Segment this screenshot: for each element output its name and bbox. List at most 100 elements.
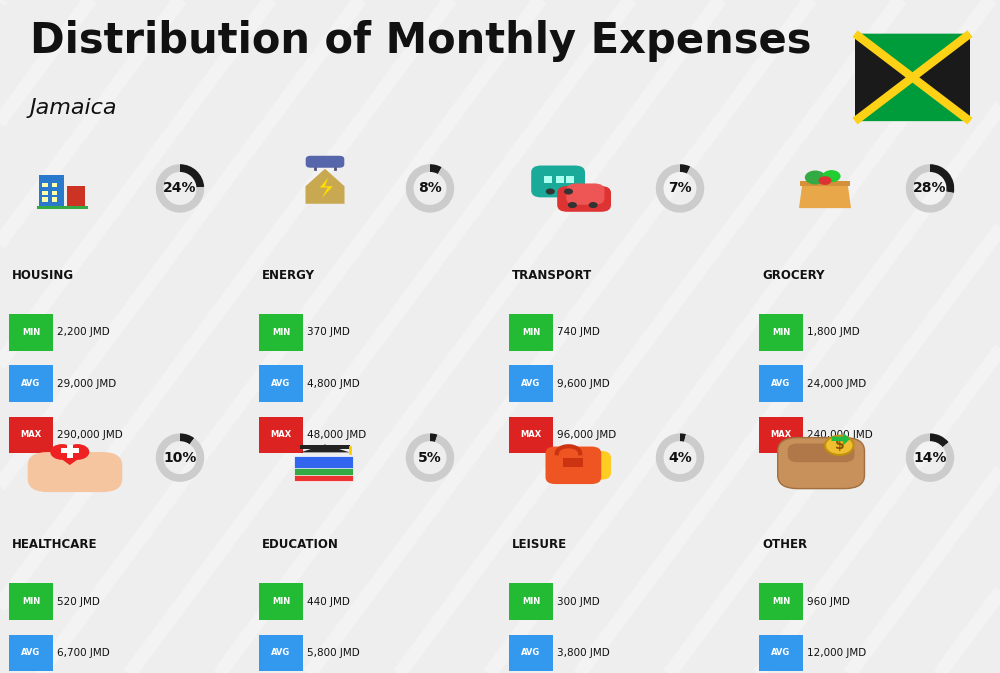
Text: GROCERY: GROCERY	[762, 269, 824, 282]
FancyBboxPatch shape	[294, 468, 353, 481]
Text: 8%: 8%	[418, 182, 442, 195]
Text: 1,800 JMD: 1,800 JMD	[807, 328, 860, 337]
Wedge shape	[680, 164, 690, 174]
Circle shape	[568, 202, 577, 208]
FancyBboxPatch shape	[788, 444, 854, 462]
Polygon shape	[799, 184, 851, 208]
FancyBboxPatch shape	[566, 184, 604, 205]
Text: 29,000 JMD: 29,000 JMD	[57, 379, 116, 388]
Wedge shape	[656, 164, 704, 213]
Polygon shape	[320, 178, 333, 198]
Wedge shape	[930, 433, 949, 447]
FancyBboxPatch shape	[306, 155, 344, 168]
FancyBboxPatch shape	[509, 417, 553, 453]
Text: MAX: MAX	[520, 430, 542, 439]
Text: AVG: AVG	[521, 379, 541, 388]
Text: MAX: MAX	[770, 430, 792, 439]
Wedge shape	[180, 164, 204, 187]
Text: Distribution of Monthly Expenses: Distribution of Monthly Expenses	[30, 20, 812, 62]
Text: 290,000 JMD: 290,000 JMD	[57, 430, 123, 439]
Circle shape	[589, 202, 598, 208]
Text: Jamaica: Jamaica	[30, 98, 118, 118]
Wedge shape	[156, 164, 204, 213]
Text: 9,600 JMD: 9,600 JMD	[557, 379, 610, 388]
FancyBboxPatch shape	[37, 207, 88, 209]
Text: 240,000 JMD: 240,000 JMD	[807, 430, 873, 439]
Wedge shape	[656, 433, 704, 482]
FancyBboxPatch shape	[42, 183, 48, 187]
Wedge shape	[156, 433, 204, 482]
FancyBboxPatch shape	[759, 314, 803, 351]
Wedge shape	[406, 433, 454, 482]
Text: 10%: 10%	[163, 451, 197, 464]
Circle shape	[564, 188, 573, 194]
Text: 440 JMD: 440 JMD	[307, 597, 350, 606]
FancyBboxPatch shape	[259, 365, 303, 402]
FancyBboxPatch shape	[759, 583, 803, 620]
FancyBboxPatch shape	[509, 314, 553, 351]
FancyBboxPatch shape	[9, 635, 53, 671]
Text: TRANSPORT: TRANSPORT	[512, 269, 592, 282]
Text: OTHER: OTHER	[762, 538, 807, 551]
FancyBboxPatch shape	[563, 458, 583, 467]
Text: MIN: MIN	[272, 597, 290, 606]
FancyBboxPatch shape	[509, 583, 553, 620]
Polygon shape	[855, 77, 970, 121]
FancyBboxPatch shape	[9, 365, 53, 402]
FancyBboxPatch shape	[566, 176, 574, 183]
Text: 6,700 JMD: 6,700 JMD	[57, 648, 110, 658]
Text: ENERGY: ENERGY	[262, 269, 315, 282]
FancyBboxPatch shape	[67, 186, 85, 208]
Text: 3,800 JMD: 3,800 JMD	[557, 648, 610, 658]
FancyBboxPatch shape	[259, 583, 303, 620]
Text: 7%: 7%	[668, 182, 692, 195]
FancyBboxPatch shape	[61, 448, 79, 453]
Polygon shape	[831, 432, 850, 446]
Text: MIN: MIN	[522, 328, 540, 337]
FancyBboxPatch shape	[67, 446, 73, 458]
FancyBboxPatch shape	[9, 417, 53, 453]
Text: AVG: AVG	[271, 648, 291, 658]
Text: AVG: AVG	[21, 379, 41, 388]
Circle shape	[822, 170, 841, 182]
Text: 14%: 14%	[913, 451, 947, 464]
FancyBboxPatch shape	[52, 183, 57, 187]
Text: AVG: AVG	[521, 648, 541, 658]
FancyBboxPatch shape	[531, 166, 585, 197]
Wedge shape	[406, 164, 454, 213]
Text: 24%: 24%	[163, 182, 197, 195]
FancyBboxPatch shape	[294, 462, 353, 474]
FancyBboxPatch shape	[571, 451, 611, 480]
Text: 12,000 JMD: 12,000 JMD	[807, 648, 866, 658]
Circle shape	[66, 444, 89, 460]
Text: MIN: MIN	[772, 328, 790, 337]
Text: 4,800 JMD: 4,800 JMD	[307, 379, 360, 388]
Text: 48,000 JMD: 48,000 JMD	[307, 430, 366, 439]
FancyBboxPatch shape	[259, 635, 303, 671]
Text: 740 JMD: 740 JMD	[557, 328, 600, 337]
Text: MIN: MIN	[772, 597, 790, 606]
Polygon shape	[52, 452, 88, 465]
Wedge shape	[930, 164, 954, 193]
Wedge shape	[906, 164, 954, 213]
FancyBboxPatch shape	[778, 437, 864, 489]
FancyBboxPatch shape	[509, 365, 553, 402]
Text: 96,000 JMD: 96,000 JMD	[557, 430, 616, 439]
FancyBboxPatch shape	[42, 197, 48, 202]
FancyBboxPatch shape	[42, 190, 48, 195]
FancyBboxPatch shape	[855, 34, 970, 121]
FancyBboxPatch shape	[9, 583, 53, 620]
Text: 5,800 JMD: 5,800 JMD	[307, 648, 360, 658]
FancyBboxPatch shape	[759, 635, 803, 671]
Text: 960 JMD: 960 JMD	[807, 597, 850, 606]
Wedge shape	[430, 433, 437, 442]
Text: $: $	[834, 438, 844, 452]
Polygon shape	[855, 34, 970, 77]
Text: HEALTHCARE: HEALTHCARE	[12, 538, 98, 551]
FancyBboxPatch shape	[759, 417, 803, 453]
Text: 370 JMD: 370 JMD	[307, 328, 350, 337]
Text: AVG: AVG	[771, 648, 791, 658]
Text: 28%: 28%	[913, 182, 947, 195]
Text: AVG: AVG	[21, 648, 41, 658]
Circle shape	[546, 188, 555, 194]
